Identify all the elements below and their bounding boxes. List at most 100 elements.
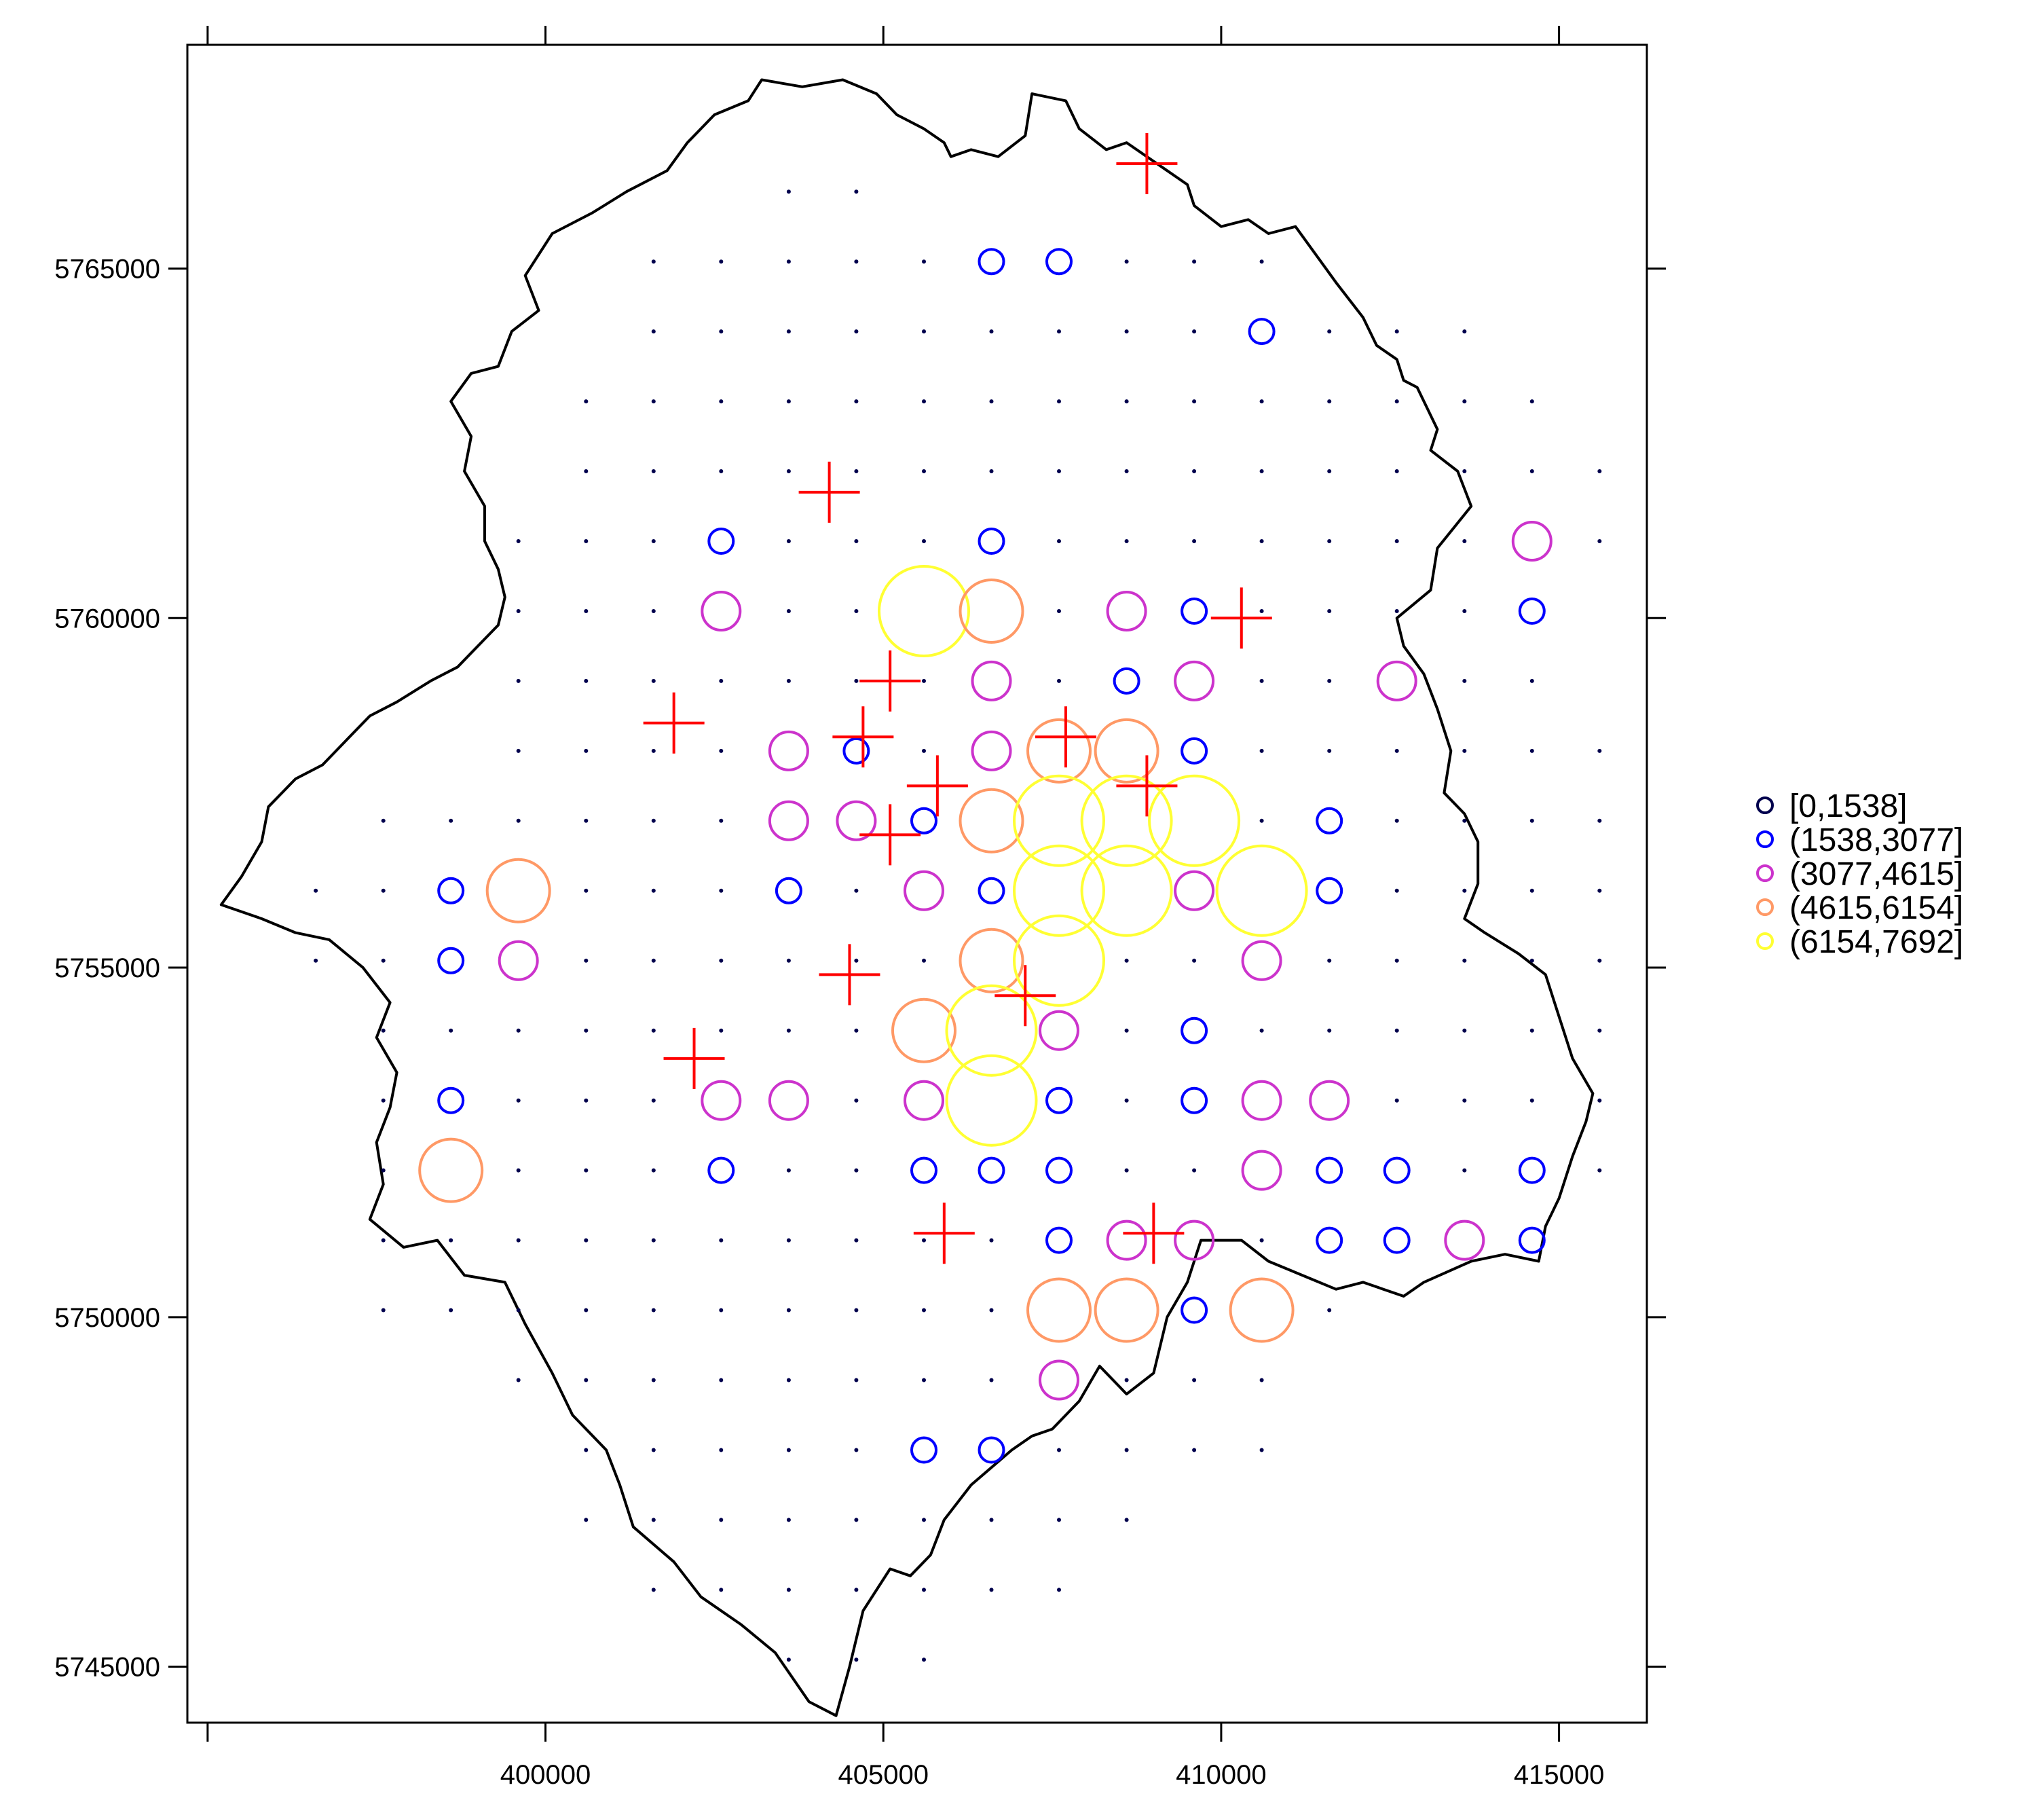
grid-point xyxy=(922,678,926,683)
cross-marker xyxy=(1035,706,1096,768)
grid-point xyxy=(989,469,994,473)
grid-point xyxy=(922,1518,926,1522)
grid-point xyxy=(1124,1168,1129,1173)
grid-point xyxy=(707,1156,735,1184)
grid-point xyxy=(719,1448,724,1452)
grid-point xyxy=(989,399,994,404)
grid-point xyxy=(989,1238,994,1243)
grid-point xyxy=(768,800,809,841)
grid-point xyxy=(786,609,791,613)
grid-point xyxy=(1241,1080,1282,1121)
grid-point xyxy=(1462,1168,1467,1173)
cross-marker xyxy=(906,755,968,817)
cross-marker xyxy=(798,461,860,523)
grid-point xyxy=(1529,818,1534,823)
grid-point xyxy=(1394,1028,1399,1033)
grid-point xyxy=(381,1168,386,1173)
grid-point xyxy=(854,1378,859,1382)
axes-layer: 400000 405000 410000 415000 5745000 5750000 57… xyxy=(54,26,1666,1790)
grid-point xyxy=(516,609,521,613)
grid-point xyxy=(786,678,791,683)
grid-point xyxy=(1259,539,1264,543)
grid-point xyxy=(1597,888,1602,893)
grid-point xyxy=(1529,1028,1534,1033)
grid-point xyxy=(922,1378,926,1382)
grid-point xyxy=(516,818,521,823)
y-tick-label: 5750000 xyxy=(54,1303,160,1333)
cross-marker xyxy=(859,650,921,712)
grid-point xyxy=(516,1098,521,1103)
grid-point xyxy=(904,870,944,911)
legend-marker xyxy=(1756,830,1774,848)
grid-point xyxy=(910,1436,937,1464)
grid-point xyxy=(1327,609,1332,613)
grid-point xyxy=(719,748,724,753)
grid-point xyxy=(1192,1378,1197,1382)
grid-point xyxy=(584,678,589,683)
grid-point xyxy=(854,1028,859,1033)
grid-point xyxy=(651,1098,656,1103)
grid-point xyxy=(922,748,926,753)
grid-point xyxy=(854,888,859,893)
grid-point xyxy=(1039,1010,1079,1051)
grid-point xyxy=(1106,591,1147,631)
grid-point xyxy=(854,329,859,334)
grid-point xyxy=(1529,399,1534,404)
grid-point xyxy=(516,1378,521,1382)
grid-point xyxy=(651,1588,656,1592)
plot-frame xyxy=(186,43,1648,1724)
grid-point xyxy=(910,807,937,835)
grid-point xyxy=(516,748,521,753)
grid-point xyxy=(1259,609,1264,613)
grid-point xyxy=(1259,469,1264,473)
grid-point xyxy=(1080,774,1173,867)
legend-label: (4615,6154] xyxy=(1789,890,1963,926)
grid-point xyxy=(1383,1156,1411,1184)
grid-point xyxy=(1174,870,1215,911)
grid-point xyxy=(584,1168,589,1173)
y-tick-label: 5760000 xyxy=(54,604,160,634)
grid-point xyxy=(1462,818,1467,823)
grid-point xyxy=(786,189,791,194)
grid-point xyxy=(854,399,859,404)
grid-point xyxy=(449,1028,453,1033)
grid-point xyxy=(854,539,859,543)
grid-point xyxy=(989,1308,994,1313)
grid-point xyxy=(945,984,1038,1077)
grid-point xyxy=(854,1238,859,1243)
grid-point xyxy=(922,1657,926,1662)
grid-point xyxy=(786,1028,791,1033)
grid-point xyxy=(922,1238,926,1243)
grid-point xyxy=(854,1098,859,1103)
grid-point xyxy=(854,678,859,683)
grid-point xyxy=(584,958,589,963)
grid-point xyxy=(786,1378,791,1382)
grid-point xyxy=(1113,667,1140,695)
grid-point xyxy=(854,259,859,264)
grid-point xyxy=(1241,940,1282,981)
grid-point xyxy=(1518,1156,1546,1184)
grid-point xyxy=(1383,1226,1411,1254)
grid-point xyxy=(651,958,656,963)
cross-layer xyxy=(643,133,1272,1264)
grid-point xyxy=(701,1080,742,1121)
grid-point xyxy=(584,748,589,753)
grid-point xyxy=(1174,660,1215,701)
grid-point xyxy=(719,469,724,473)
grid-point xyxy=(651,678,656,683)
grid-point xyxy=(1462,1098,1467,1103)
grid-point xyxy=(1444,1220,1485,1261)
grid-point xyxy=(1124,469,1129,473)
grid-point xyxy=(1181,1086,1208,1114)
grid-point xyxy=(719,1588,724,1592)
grid-point xyxy=(1597,539,1602,543)
grid-point xyxy=(719,1238,724,1243)
grid-point xyxy=(381,958,386,963)
grid-point xyxy=(1394,958,1399,963)
grid-point xyxy=(1181,1016,1208,1044)
grid-point xyxy=(922,469,926,473)
grid-point xyxy=(1057,678,1061,683)
grid-point xyxy=(842,737,870,765)
grid-point xyxy=(854,1308,859,1313)
